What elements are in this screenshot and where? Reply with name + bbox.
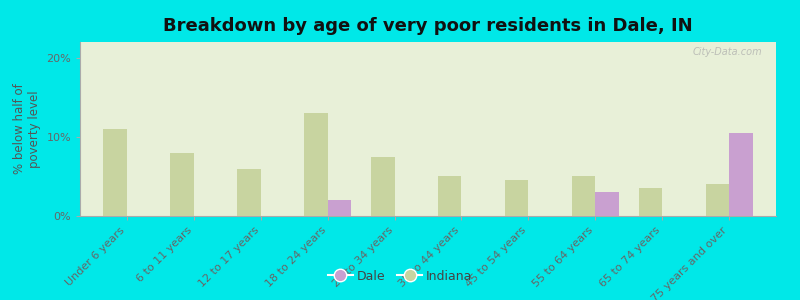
Title: Breakdown by age of very poor residents in Dale, IN: Breakdown by age of very poor residents … bbox=[163, 17, 693, 35]
Bar bbox=[328, 200, 351, 216]
Bar bbox=[103, 129, 127, 216]
Bar bbox=[572, 176, 595, 216]
Bar bbox=[371, 157, 394, 216]
Bar bbox=[505, 180, 528, 216]
Bar bbox=[729, 133, 753, 216]
Bar bbox=[170, 153, 194, 216]
Text: City-Data.com: City-Data.com bbox=[693, 47, 762, 57]
Bar bbox=[304, 113, 328, 216]
Bar bbox=[238, 169, 261, 216]
Legend: Dale, Indiana: Dale, Indiana bbox=[322, 265, 478, 288]
Y-axis label: % below half of
poverty level: % below half of poverty level bbox=[13, 84, 41, 174]
Bar bbox=[438, 176, 462, 216]
Bar bbox=[639, 188, 662, 216]
Bar bbox=[595, 192, 618, 216]
Bar bbox=[706, 184, 729, 216]
